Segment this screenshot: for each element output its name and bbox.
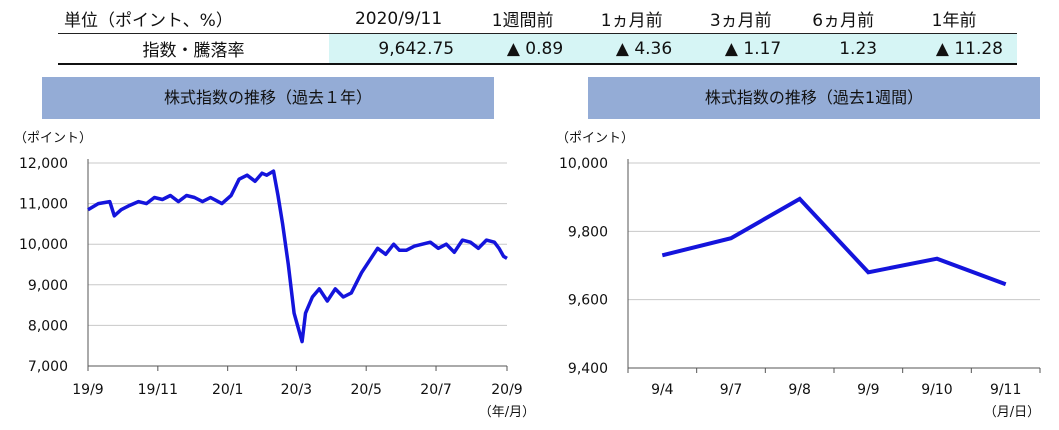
header-6month: 6ヵ月前: [795, 4, 892, 34]
chart1-title: 株式指数の推移（過去１年）: [42, 77, 494, 119]
x-tick-label: 20/1: [212, 382, 243, 398]
x-tick-label: 9/9: [857, 382, 880, 398]
x-tick-label: 9/8: [788, 382, 811, 398]
y-tick-label: 8,000: [28, 318, 68, 334]
chart-1year: 7,000 8,000 9,000 10,000 11,000 12,000 19/9 19/…: [14, 131, 535, 420]
summary-value-row: 指数・騰落率 9,642.75 ▲ 0.89 ▲ 4.36 ▲ 1.17 1.2…: [58, 33, 1017, 65]
header-1month: 1ヵ月前: [577, 4, 687, 34]
summary-header-row: 単位（ポイント、%） 2020/9/11 1週間前 1ヵ月前 3ヵ月前 6ヵ月前…: [58, 4, 1017, 34]
index-line-1year: [87, 169, 508, 344]
y-tick-label: 12,000: [19, 156, 68, 172]
x-tick-label: 20/5: [350, 382, 381, 398]
x-tick-label: 9/4: [651, 382, 674, 398]
y-tick-label: 9,400: [568, 361, 608, 377]
summary-table: 単位（ポイント、%） 2020/9/11 1週間前 1ヵ月前 3ヵ月前 6ヵ月前…: [58, 4, 1017, 65]
value-6month: 1.23: [795, 33, 892, 65]
value-1year: ▲ 11.28: [891, 33, 1017, 65]
y-tick-label: 9,800: [568, 224, 608, 240]
header-unit: 単位（ポイント、%）: [58, 4, 330, 34]
value-1week: ▲ 0.89: [468, 33, 578, 65]
chart2-title: 株式指数の推移（過去1週間）: [588, 77, 1040, 119]
y-tick-label: 10,000: [559, 156, 608, 172]
x-tick-label: 19/9: [72, 382, 103, 398]
x-tick-label: 9/7: [720, 382, 743, 398]
header-date: 2020/9/11: [329, 4, 469, 34]
x-tick-label: 19/11: [138, 382, 178, 398]
x-axis-unit: （年/月）: [479, 405, 535, 420]
y-tick-label: 9,000: [28, 278, 68, 294]
y-axis-unit: （ポイント）: [556, 131, 634, 146]
y-tick-label: 9,600: [568, 293, 608, 309]
y-axis-unit: （ポイント）: [14, 131, 92, 146]
index-line-1week: [661, 196, 1007, 287]
header-1year: 1年前: [891, 4, 1017, 34]
value-3month: ▲ 1.17: [686, 33, 796, 65]
header-1week: 1週間前: [468, 4, 578, 34]
x-tick-label: 20/9: [491, 382, 522, 398]
x-axis-unit: （月/日）: [984, 405, 1040, 420]
y-tick-label: 7,000: [28, 359, 68, 375]
x-tick-label: 9/11: [990, 382, 1021, 398]
y-tick-label: 10,000: [19, 237, 68, 253]
y-tick-label: 11,000: [19, 197, 68, 213]
row-label: 指数・騰落率: [58, 33, 330, 65]
value-1month: ▲ 4.36: [577, 33, 687, 65]
x-tick-label: 20/7: [420, 382, 451, 398]
header-3month: 3ヵ月前: [686, 4, 796, 34]
x-tick-label: 9/10: [921, 382, 952, 398]
value-index: 9,642.75: [329, 33, 469, 65]
x-tick-label: 20/3: [281, 382, 312, 398]
